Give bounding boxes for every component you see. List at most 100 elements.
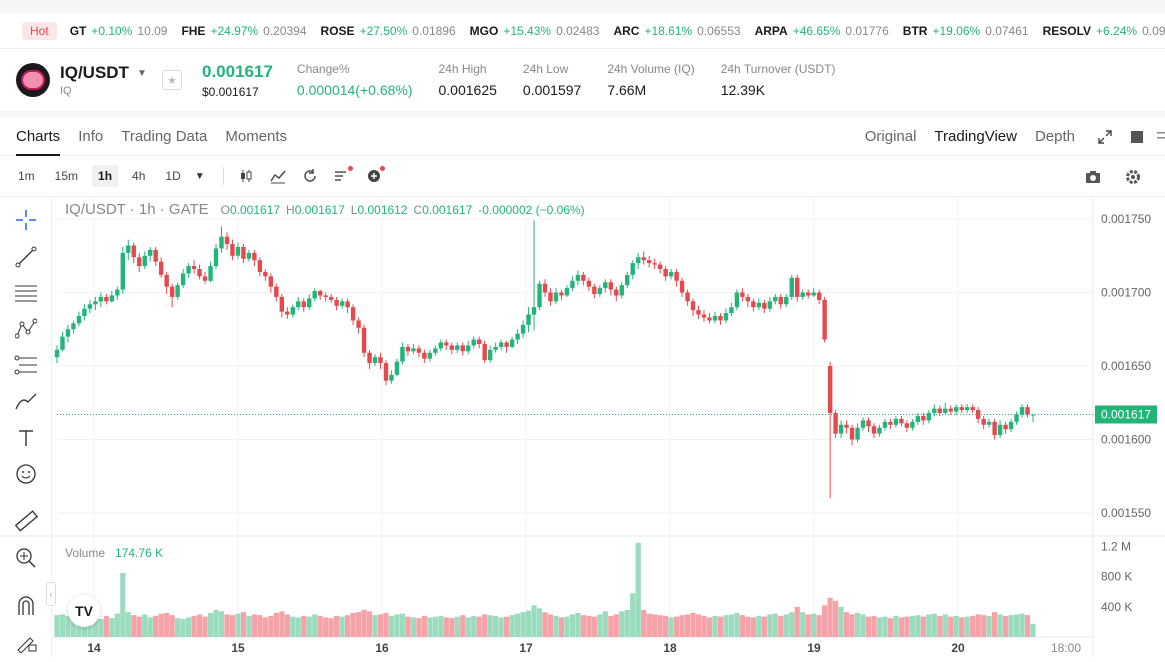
add-indicator-icon[interactable]: [362, 164, 386, 188]
ticker-item[interactable]: FHE +24.97% 0.20394: [181, 24, 306, 38]
volume-bar: [909, 615, 915, 637]
hot-badge[interactable]: Hot: [22, 21, 57, 40]
ruler-icon[interactable]: [13, 509, 39, 535]
ticker-bar: Hot GT +0.10% 10.09 FHE +24.97% 0.20394 ROSE +2…: [0, 13, 1165, 49]
pattern-icon[interactable]: [13, 316, 39, 342]
tradingview-logo-icon[interactable]: TV: [68, 595, 100, 627]
timeframe-caret-icon[interactable]: ▼: [194, 170, 205, 182]
volume-bar: [992, 612, 998, 637]
ticker-item[interactable]: ARPA +46.65% 0.01776: [755, 24, 889, 38]
layout-icon[interactable]: [1125, 125, 1149, 149]
chart-title: IQ/USDT · 1h · GATE: [65, 201, 209, 218]
candle-body: [625, 274, 630, 286]
volume-bar: [915, 615, 921, 637]
candle-body: [416, 348, 422, 353]
candle-body: [690, 301, 696, 311]
tab-charts[interactable]: Charts: [16, 117, 61, 156]
indicators-icon[interactable]: [266, 164, 290, 188]
volume-bar: [547, 614, 554, 637]
candle-body: [559, 292, 564, 296]
candle-body: [493, 346, 498, 350]
brush-icon[interactable]: [13, 388, 39, 414]
close-value: 0.001617: [422, 203, 473, 217]
collapse-handle-icon[interactable]: ‹: [46, 582, 56, 606]
volume-bar: [405, 616, 411, 637]
volume-bar: [794, 606, 800, 637]
volume-bar: [504, 616, 510, 637]
pencil-lock-icon[interactable]: [13, 629, 39, 655]
zoom-in-icon[interactable]: [13, 545, 39, 571]
tab-trading-data[interactable]: Trading Data: [121, 127, 208, 145]
iq-logo-icon: [16, 63, 50, 97]
ticker-item[interactable]: RESOLV +6.24% 0.09902: [1043, 24, 1165, 38]
volume-bar: [454, 616, 460, 637]
view-depth[interactable]: Depth: [1034, 128, 1075, 145]
candle-body: [1025, 407, 1030, 415]
camera-icon[interactable]: [1081, 165, 1105, 189]
candle-body: [575, 274, 581, 281]
menu-icon[interactable]: [1157, 125, 1165, 149]
view-tradingview[interactable]: TradingView: [934, 128, 1017, 145]
pair-selector[interactable]: IQ/USDT ▼ IQ: [60, 63, 160, 97]
ticker-item[interactable]: ARC +18.61% 0.06553: [613, 24, 740, 38]
fib-retracement-icon[interactable]: [13, 352, 39, 378]
caret-down-icon[interactable]: ▼: [136, 67, 147, 79]
chart-toolbar: 1m 15m 1h 4h 1D ▼: [0, 156, 1165, 197]
volume-bar: [224, 614, 230, 637]
tab-moments[interactable]: Moments: [225, 127, 288, 145]
view-original[interactable]: Original: [864, 128, 917, 145]
candle-body: [120, 252, 125, 290]
volume-legend: Volume 174.76 K: [65, 546, 163, 560]
candle-body: [367, 352, 372, 364]
candle-body: [148, 249, 153, 256]
emoji-icon[interactable]: [13, 461, 39, 487]
candlestick-chart[interactable]: 0.001617 0.001750 0.001700 0.001650 0.001600…: [0, 197, 1165, 657]
candle-body: [795, 277, 800, 297]
candle-body: [800, 292, 805, 297]
volume-bar: [191, 615, 197, 637]
toolbar-divider: [222, 167, 224, 185]
timeframe-15m[interactable]: 15m: [54, 169, 79, 183]
magnet-icon[interactable]: [13, 593, 39, 619]
volume-bar: [377, 614, 384, 637]
ticker-item[interactable]: BTR +19.06% 0.07461: [903, 24, 1029, 38]
candle-type-icon[interactable]: [234, 164, 258, 188]
volume-bar: [142, 614, 148, 637]
settings-gear-icon[interactable]: [1121, 165, 1145, 189]
volume-bar: [487, 615, 493, 637]
trend-line-icon[interactable]: [13, 244, 39, 270]
volume-bar: [953, 615, 959, 637]
volume-bar: [345, 615, 351, 637]
timeframe-1D[interactable]: 1D: [165, 169, 181, 183]
reset-icon[interactable]: [298, 164, 322, 188]
candle-body: [789, 277, 794, 297]
ticker-item[interactable]: MGO +15.43% 0.02483: [470, 24, 600, 38]
time-tick-label: 16: [375, 641, 389, 655]
fullscreen-icon[interactable]: [1093, 125, 1117, 149]
ticker-items: GT +0.10% 10.09 FHE +24.97% 0.20394 ROSE +27.50…: [70, 24, 1165, 38]
timeframe-1m[interactable]: 1m: [18, 169, 35, 183]
ticker-item[interactable]: GT +0.10% 10.09: [70, 24, 168, 38]
volume-bar: [290, 616, 296, 637]
ticker-item[interactable]: ROSE +27.50% 0.01896: [321, 24, 456, 38]
candle-body: [317, 291, 323, 296]
low-value: 0.001612: [357, 203, 408, 217]
volume-bar: [158, 613, 164, 637]
crosshair-icon[interactable]: [13, 207, 39, 233]
favorite-star-icon[interactable]: ★: [162, 70, 182, 90]
volume-bar: [350, 612, 356, 637]
chart-area[interactable]: 0.001617 0.001750 0.001700 0.001650 0.001600…: [0, 197, 1165, 657]
tab-info[interactable]: Info: [78, 127, 104, 145]
horizontal-lines-icon[interactable]: [13, 280, 39, 306]
templates-icon[interactable]: [330, 164, 354, 188]
volume-bar: [630, 593, 636, 637]
timeframe-4h[interactable]: 4h: [132, 169, 146, 183]
text-tool-icon[interactable]: [13, 425, 39, 451]
candle-body: [71, 323, 76, 330]
last-price-badge: [1095, 405, 1157, 424]
timeframe-1h[interactable]: 1h: [92, 165, 119, 187]
volume-bar: [240, 612, 247, 637]
candle-body: [383, 363, 389, 381]
volume-bar: [646, 613, 652, 637]
candle-body: [301, 301, 306, 308]
